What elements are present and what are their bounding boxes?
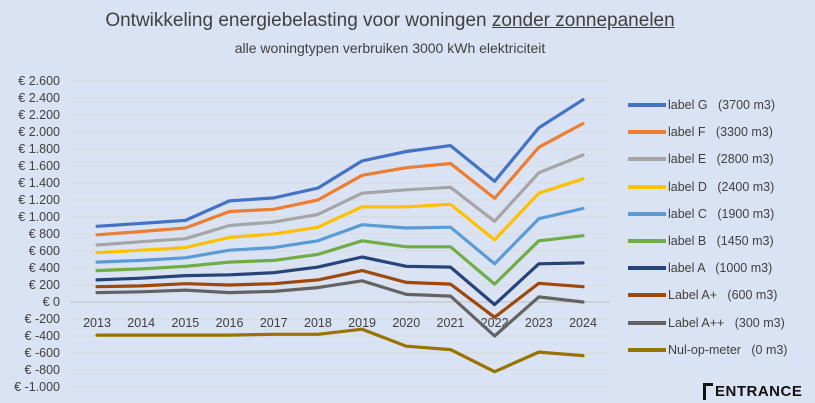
- y-tick-label: € 0: [43, 295, 60, 309]
- legend-item: label G (3700 m3): [628, 97, 808, 113]
- legend-swatch: [628, 211, 666, 216]
- legend-item: label D (2400 m3): [628, 179, 808, 195]
- y-tick-label: € -600: [25, 346, 60, 360]
- series-line-3: [95, 177, 585, 255]
- x-axis-tick-labels: 2013 2014 2015 2016 2017 2018 2019 2020 2021 2022…: [83, 316, 597, 330]
- legend-label: label E (2800 m3): [668, 152, 774, 167]
- y-tick-label: € 1.000: [18, 210, 60, 224]
- y-tick-label: € 2.600: [18, 74, 60, 88]
- y-tick-label: € -1.000: [14, 380, 60, 394]
- x-tick-label: 2019: [348, 316, 376, 330]
- legend-item: label E (2800 m3): [628, 151, 808, 167]
- legend-swatch: [628, 103, 666, 107]
- x-tick-label: 2015: [171, 316, 199, 330]
- brand-logo: ENTRANCE: [703, 383, 802, 403]
- legend-label: label B (1450 m3): [668, 233, 774, 248]
- x-tick-label: 2014: [127, 316, 155, 330]
- legend-item: Nul-op-meter (0 m3): [628, 342, 808, 358]
- series-line-6: [95, 255, 585, 307]
- legend-item: label C (1900 m3): [628, 206, 808, 222]
- y-tick-label: € 1.800: [18, 142, 60, 156]
- y-axis-tick-labels: € -1.000 € -800 € -600 € -400 € -200 € 0 € 200…: [14, 74, 60, 394]
- series-line-1: [95, 121, 585, 237]
- y-tick-label: € 2.200: [18, 108, 60, 122]
- legend-swatch: [628, 238, 666, 243]
- y-tick-label: € 1.200: [18, 193, 60, 207]
- legend-swatch: [628, 157, 666, 162]
- legend-item: Label A+ (600 m3): [628, 287, 808, 303]
- x-tick-label: 2023: [525, 316, 553, 330]
- x-tick-label: 2016: [216, 316, 244, 330]
- series-line-0: [95, 98, 585, 228]
- chart-title: Ontwikkeling energiebelasting voor wonin…: [0, 10, 780, 32]
- legend-label: label A (1000 m3): [668, 261, 773, 276]
- y-tick-label: € 1.600: [18, 159, 60, 173]
- y-tick-label: € 2.000: [18, 125, 60, 139]
- y-tick-label: € -200: [25, 312, 60, 326]
- brand-logo-text: ENTRANCE: [715, 383, 803, 400]
- legend-label: label G (3700 m3): [668, 98, 775, 112]
- series-line-5: [95, 234, 585, 286]
- legend-label: Label A++ (300 m3): [668, 315, 785, 330]
- legend-label: label C (1900 m3): [668, 206, 775, 221]
- chart-subtitle: alle woningtypen verbruiken 3000 kWh ele…: [234, 40, 546, 56]
- series-line-4: [95, 206, 585, 266]
- series-line-9: [95, 327, 585, 374]
- legend-label: label F (3300 m3): [668, 125, 773, 140]
- legend-swatch: [628, 130, 666, 135]
- chart-title-prefix: Ontwikkeling energiebelasting voor wonin…: [105, 10, 492, 31]
- y-tick-label: € -800: [25, 363, 60, 377]
- series-line-7: [95, 269, 585, 319]
- legend-item: Label A++ (300 m3): [628, 315, 808, 331]
- legend-swatch: [628, 320, 666, 325]
- legend-swatch: [628, 266, 666, 271]
- chart-legend: label G (3700 m3) label F (3300 m3) label …: [628, 97, 808, 369]
- y-tick-label: € 400: [29, 261, 60, 275]
- legend-swatch: [628, 293, 666, 298]
- legend-swatch: [628, 184, 666, 189]
- x-tick-label: 2024: [569, 316, 597, 330]
- legend-swatch: [628, 347, 666, 352]
- y-tick-label: € 200: [29, 278, 60, 292]
- brand-logo-mark-icon: [703, 383, 713, 400]
- legend-item: label B (1450 m3): [628, 233, 808, 249]
- y-tick-label: € -400: [25, 329, 60, 343]
- legend-label: label D (2400 m3): [668, 179, 775, 194]
- x-tick-label: 2017: [260, 316, 288, 330]
- legend-item: label F (3300 m3): [628, 124, 808, 140]
- legend-label: Nul-op-meter (0 m3): [668, 342, 788, 357]
- y-tick-label: € 800: [29, 227, 60, 241]
- x-tick-label: 2022: [481, 316, 509, 330]
- y-tick-label: € 600: [29, 244, 60, 258]
- chart-title-underlined: zonder zonnepanelen: [491, 10, 675, 31]
- y-tick-label: € 1.400: [18, 176, 60, 190]
- y-tick-label: € 2.400: [18, 91, 60, 105]
- series-line-8: [95, 279, 585, 338]
- x-tick-label: 2018: [304, 316, 332, 330]
- x-tick-label: 2013: [83, 316, 111, 330]
- series-lines: [95, 98, 585, 374]
- legend-label: Label A+ (600 m3): [668, 288, 778, 303]
- x-tick-label: 2021: [437, 316, 465, 330]
- legend-item: label A (1000 m3): [628, 260, 808, 276]
- x-tick-label: 2020: [392, 316, 420, 330]
- series-line-2: [95, 153, 585, 247]
